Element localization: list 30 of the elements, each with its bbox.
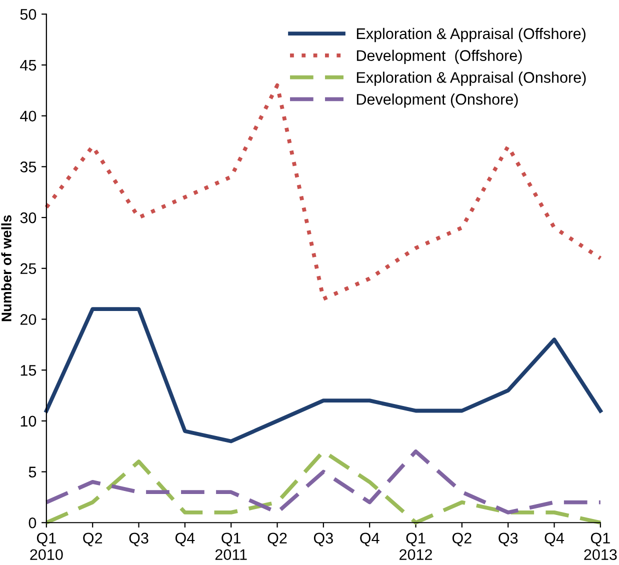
x-tick-label: Q2	[268, 532, 287, 546]
y-tick-label: 45	[20, 60, 36, 71]
x-tick-label: Q2	[452, 532, 472, 546]
y-tick-label: 40	[20, 110, 36, 122]
legend-label: Exploration & Appraisal (Offshore)	[356, 28, 586, 42]
x-tick-label: Q1 2013	[584, 532, 617, 560]
x-tick-label: Q3	[129, 532, 148, 546]
legend-label: Exploration & Appraisal (Onshore)	[356, 72, 586, 86]
y-axis-title: Number of wells	[1, 215, 12, 322]
y-tick-label: 35	[20, 162, 36, 172]
x-tick-label: Q4	[175, 532, 195, 546]
y-tick-label: 30	[20, 212, 36, 224]
y-tick-label: 20	[20, 314, 36, 325]
line-series	[44, 307, 602, 444]
y-tick-label: 10	[20, 416, 36, 427]
y-tick-label: 15	[20, 365, 36, 376]
x-tick-label: Q1 2012	[400, 532, 432, 560]
y-tick-label: 5	[28, 466, 36, 478]
legend-label: Development (Offshore)	[356, 50, 522, 64]
x-tick-label: Q4	[544, 532, 564, 546]
legend-label: Development (Onshore)	[356, 94, 518, 108]
x-tick-label: Q1 2011	[215, 532, 247, 560]
x-tick-label: Q2	[83, 532, 102, 546]
x-tick-label: Q4	[360, 532, 380, 546]
x-tick-label: Q3	[314, 532, 333, 546]
y-tick-label: 50	[20, 8, 36, 20]
y-tick-label: 25	[20, 263, 36, 274]
y-tick-label: 0	[28, 517, 36, 528]
x-tick-label: Q1 2010	[30, 532, 63, 560]
x-tick-label: Q3	[498, 532, 518, 546]
